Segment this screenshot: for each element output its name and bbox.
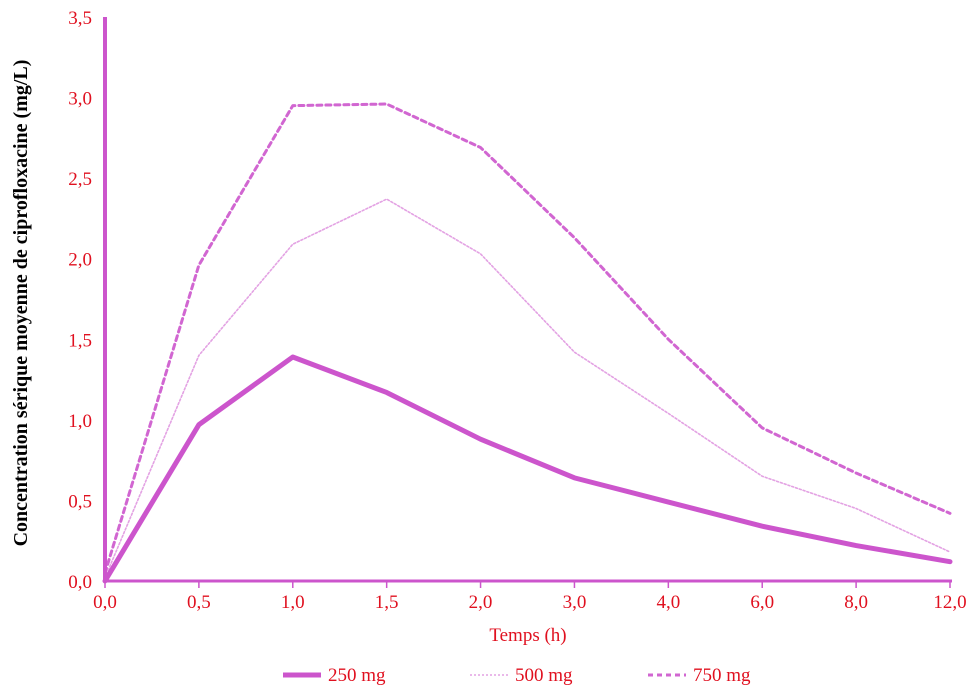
x-tick-label: 8,0 xyxy=(844,592,868,613)
x-tick-label: 0,5 xyxy=(187,592,211,613)
series-line-250-mg xyxy=(102,354,953,584)
x-tick-label: 12,0 xyxy=(933,592,966,613)
y-tick-label: 1,5 xyxy=(68,330,92,351)
series-line-500-mg xyxy=(104,198,951,579)
x-tick-label: 6,0 xyxy=(750,592,774,613)
series-line-750-mg xyxy=(103,102,952,575)
y-tick-label: 3,0 xyxy=(68,89,92,110)
x-tick-label: 3,0 xyxy=(563,592,587,613)
y-tick-label: 2,5 xyxy=(68,169,92,190)
x-tick-label: 1,0 xyxy=(281,592,305,613)
legend-label-500-mg: 500 mg xyxy=(515,665,573,686)
y-tick-label: 0,0 xyxy=(68,572,92,593)
legend-label-750-mg: 750 mg xyxy=(693,665,751,686)
x-tick-label: 1,5 xyxy=(375,592,399,613)
y-tick-label: 3,5 xyxy=(68,8,92,29)
x-tick-label: 2,0 xyxy=(469,592,493,613)
y-tick-label: 0,5 xyxy=(68,491,92,512)
y-tick-label: 2,0 xyxy=(68,250,92,271)
x-axis-label: Temps (h) xyxy=(489,625,566,646)
legend-label-250-mg: 250 mg xyxy=(328,665,386,686)
x-tick-label: 0,0 xyxy=(93,592,117,613)
y-tick-label: 1,0 xyxy=(68,411,92,432)
x-tick-label: 4,0 xyxy=(656,592,680,613)
y-axis-label: Concentration sérique moyenne de ciprofl… xyxy=(10,60,32,547)
